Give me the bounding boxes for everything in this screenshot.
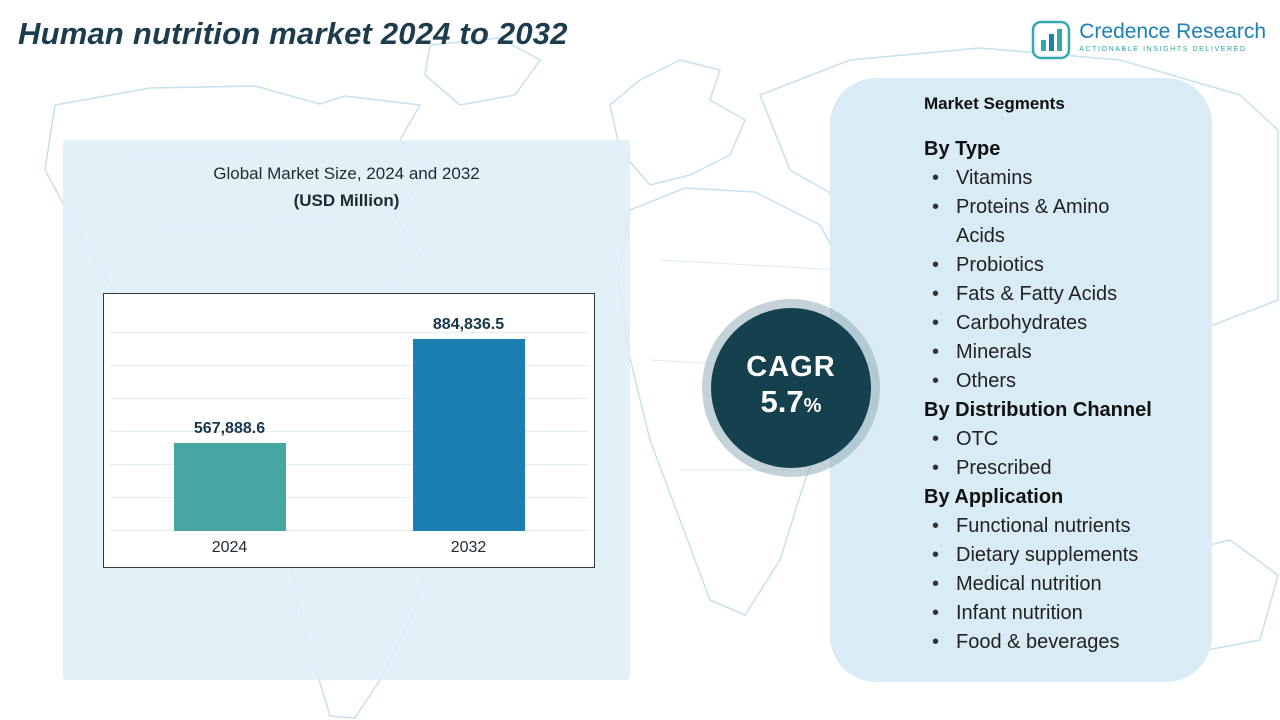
segment-item: Others: [924, 367, 1188, 396]
bar-chart: 567,888.6 884,836.5 2024 2032: [103, 293, 595, 568]
segment-item: Fats & Fatty Acids: [924, 280, 1188, 309]
segment-item: OTC: [924, 425, 1188, 454]
segment-item: Prescribed: [924, 454, 1188, 483]
cagr-value: 5.7: [760, 384, 804, 419]
segment-item: Minerals: [924, 338, 1188, 367]
plot-area: 567,888.6 884,836.5: [110, 300, 588, 531]
chart-panel: Global Market Size, 2024 and 2032 (USD M…: [63, 140, 630, 680]
bar-value-2024: 567,888.6: [193, 420, 266, 437]
segments-title: Market Segments: [924, 94, 1065, 113]
segment-item: Proteins & Amino Acids: [924, 193, 1188, 251]
segment-group-heading-by-application: By Application: [924, 486, 1064, 508]
cagr-circle: CAGR 5.7%: [711, 308, 871, 468]
segment-group-heading-by-distribution-channel: By Distribution Channel: [924, 399, 1152, 421]
x-axis: 2024 2032: [110, 539, 588, 563]
chart-title-line2: (USD Million): [293, 191, 400, 210]
segment-list-by-application: Functional nutrients Dietary supplements…: [924, 512, 1188, 657]
segment-item: Infant nutrition: [924, 599, 1188, 628]
bar-group-2024: 567,888.6: [110, 300, 349, 531]
bar-2032: [412, 339, 525, 531]
cagr-label: CAGR: [746, 351, 836, 383]
brand-text-block: Credence Research Actionable Insights De…: [1079, 20, 1266, 53]
segment-item: Dietary supplements: [924, 541, 1188, 570]
segment-item: Probiotics: [924, 251, 1188, 280]
bar-group-2032: 884,836.5: [349, 300, 588, 531]
chart-title-line1: Global Market Size, 2024 and 2032: [213, 164, 480, 183]
credence-chart-logo-icon: [1031, 20, 1071, 60]
bar-value-2032: 884,836.5: [432, 316, 505, 333]
cagr-badge: CAGR 5.7%: [702, 299, 880, 477]
segments-panel: Market Segments By Type Vitamins Protein…: [830, 78, 1212, 682]
axis-label-2032: 2032: [450, 539, 487, 556]
bar-2024: [173, 443, 286, 531]
segment-list-by-distribution-channel: OTC Prescribed: [924, 425, 1188, 483]
brand-tagline: Actionable Insights Delivered: [1079, 46, 1247, 53]
segment-item: Food & beverages: [924, 628, 1188, 657]
cagr-percent-sign: %: [803, 395, 822, 417]
segment-list-by-type: Vitamins Proteins & Amino Acids Probioti…: [924, 164, 1188, 396]
segment-item: Vitamins: [924, 164, 1188, 193]
chart-heading: Global Market Size, 2024 and 2032 (USD M…: [63, 164, 630, 211]
segment-group-heading-by-type: By Type: [924, 138, 1001, 160]
cagr-value-line: 5.7%: [761, 384, 822, 426]
segment-item: Carbohydrates: [924, 309, 1188, 338]
segment-item: Medical nutrition: [924, 570, 1188, 599]
brand-name: Credence Research: [1079, 20, 1266, 43]
axis-label-2024: 2024: [211, 539, 248, 556]
segment-item: Functional nutrients: [924, 512, 1188, 541]
brand-logo: Credence Research Actionable Insights De…: [1031, 20, 1266, 60]
page-title: Human nutrition market 2024 to 2032: [18, 16, 568, 51]
